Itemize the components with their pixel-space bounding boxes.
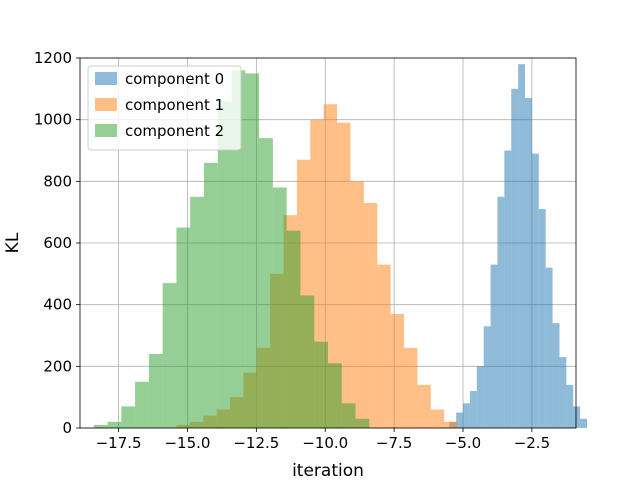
histogram-bar [204,162,218,429]
y-tick-label: 200 [43,357,72,375]
histogram-bar [525,98,532,428]
histogram-bar [107,421,122,428]
histogram-bar [456,412,464,428]
y-tick-label: 600 [43,234,72,252]
histogram-bar [444,421,458,428]
y-tick-label: 1200 [34,49,72,67]
y-tick-label: 1000 [34,111,72,129]
histogram-bar [300,295,315,428]
histogram-bar [377,264,391,428]
series-0-bars [449,64,588,429]
histogram-bar [245,73,260,429]
histogram-bar [328,363,342,428]
histogram-bar [538,209,546,428]
histogram-bar [176,227,191,428]
y-tick-label: 800 [43,172,72,190]
histogram-bar [504,150,512,428]
y-tick-label: 0 [62,419,72,437]
histogram-bar [545,267,553,428]
histogram-bar [190,196,204,428]
histogram-bar [259,138,273,428]
histogram-bar [162,283,177,428]
y-tick-label: 400 [43,296,72,314]
axis-ticks: −17.5 −15.0 −12.5 −10.0 −7.5 −5.0 −2.5 0 200 400 6… [34,49,550,452]
histogram-bar [217,101,232,429]
histogram-bar [272,187,287,428]
legend-label: component 0 [125,70,224,88]
histogram-bar [341,403,356,428]
x-tick-label: −17.5 [96,434,142,452]
histogram-bar [497,196,505,428]
x-tick-label: −15.0 [164,434,210,452]
histogram-bar [337,122,351,428]
x-tick-label: −10.0 [302,434,348,452]
legend-label: component 1 [125,96,224,114]
histogram-bar [355,418,370,428]
histogram-bar [483,326,491,428]
legend-box [87,65,242,151]
histogram-bar [518,64,526,429]
histogram-bar [135,381,149,428]
legend-swatch [95,124,117,137]
legend-label: component 2 [125,122,224,140]
histogram-bar [559,357,567,428]
histogram-bar [417,384,431,428]
legend: component 0 component 1 component 2 [87,65,242,151]
histogram-bar [390,313,405,428]
histogram-bar [490,264,498,428]
histogram-bar [148,354,163,428]
x-tick-label: −2.5 [514,434,550,452]
histogram-bar [511,88,519,428]
histogram-bar [286,230,301,428]
series-2-bars [93,70,370,429]
x-tick-label: −5.0 [445,434,481,452]
legend-swatch [95,98,117,111]
y-axis-label: KL [3,232,23,253]
x-tick-label: −12.5 [233,434,279,452]
histogram-bar [231,70,246,428]
histogram-bar [476,366,484,428]
histogram-bar [350,181,364,428]
histogram-bar [552,323,560,428]
histogram-bar [580,418,588,428]
x-axis-label: iteration [292,461,364,480]
histogram-bar [404,347,418,428]
histogram-bar [463,403,470,428]
x-tick-label: −7.5 [376,434,412,452]
histogram-bar [573,406,581,428]
histogram-bars [93,64,588,429]
histogram-bar [363,202,378,428]
histogram-bar [430,409,445,428]
histogram-bar [566,384,574,428]
histogram-bar [121,406,136,428]
histogram-bar [314,341,328,428]
histogram-bar [531,153,539,429]
legend-swatch [95,72,117,85]
histogram-bar [93,424,108,428]
histogram-bar [469,391,477,428]
